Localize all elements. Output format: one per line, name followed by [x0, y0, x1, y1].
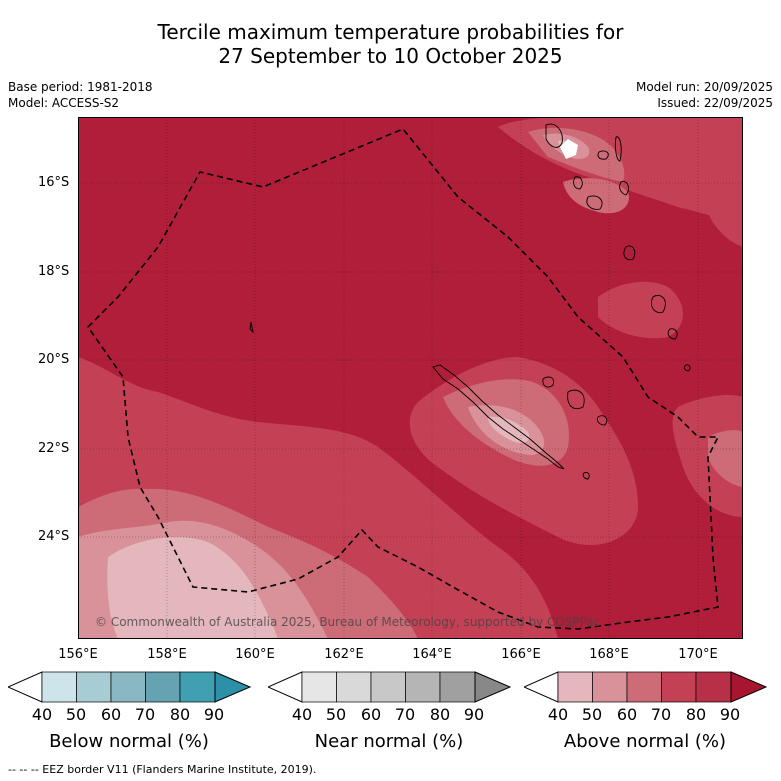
colorbar-below-tick: 90 [203, 705, 225, 724]
title-line-2: 27 September to 10 October 2025 [218, 44, 563, 68]
colorbar-above-segment [592, 671, 628, 703]
eez-footnote: -- -- -- EEZ border V11 (Flanders Marine… [8, 763, 317, 776]
loyalty-island-1 [542, 376, 555, 388]
tanna [623, 245, 636, 261]
colorbar-above-min [524, 671, 559, 703]
aneityum [667, 328, 678, 340]
vanuatu-island-4 [619, 180, 629, 196]
coastlines [249, 123, 691, 480]
colorbar-below-min [8, 671, 43, 703]
colorbar-above-segment [661, 671, 697, 703]
contour-80-vanuatu-south [598, 281, 683, 339]
contour-70-east [708, 430, 743, 487]
vanuatu-islands-east [614, 136, 622, 162]
colorbar-near-tick: 40 [291, 705, 313, 724]
colorbar-near-min [268, 671, 303, 703]
colorbar-above-tick: 60 [616, 705, 638, 724]
model-run: Model run: 20/09/2025 [635, 80, 773, 94]
base-period: Base period: 1981-2018 [8, 80, 153, 94]
colorbar-near-segment [301, 671, 337, 703]
colorbar-above-tick: 70 [650, 705, 672, 724]
lon-label-158e: 158°E [147, 647, 187, 662]
lat-label-20s: 20°S [38, 352, 70, 367]
colorbar-near-segment [439, 671, 476, 703]
lat-label-22s: 22°S [38, 441, 70, 456]
colorbar-above [524, 671, 768, 703]
colorbar-above-label: Above normal (%) [563, 731, 727, 752]
colorbar-near-max [474, 671, 512, 703]
espiritu-santo [545, 123, 563, 148]
colorbar-below [8, 671, 252, 703]
colorbar-near-segment [336, 671, 372, 703]
lon-label-162e: 162°E [324, 647, 364, 662]
issued-date: Issued: 22/09/2025 [657, 96, 773, 110]
colorbar-near-tick: 70 [394, 705, 416, 724]
lon-label-156e: 156°E [58, 647, 98, 662]
lon-label-168e: 168°E [589, 647, 629, 662]
new-caledonia-coast [432, 364, 565, 470]
colorbar-below-label: Below normal (%) [49, 731, 209, 752]
colorbar-above-segment [626, 671, 662, 703]
vanuatu-island-3 [597, 150, 609, 160]
colorbar-above-tick: 80 [685, 705, 707, 724]
colorbar-below-max [214, 671, 252, 703]
colorbar-near-label: Near normal (%) [314, 731, 464, 752]
colorbar-below-tick: 60 [100, 705, 122, 724]
lon-label-166e: 166°E [501, 647, 541, 662]
efate [586, 195, 603, 210]
loyalty-island-3 [596, 415, 608, 426]
colorbar-above-max [730, 671, 768, 703]
lat-label-16s: 16°S [38, 175, 70, 190]
eez-border [86, 128, 720, 630]
colorbar-below-tick: 40 [31, 705, 53, 724]
copyright-text: © Commonwealth of Australia 2025, Bureau… [95, 615, 600, 629]
colorbar-near-tick: 60 [360, 705, 382, 724]
matthew-island [683, 364, 691, 372]
erromango [651, 294, 666, 314]
contour-50-newcaledonia [488, 416, 530, 443]
contour-80-vanuatu-east [708, 189, 743, 247]
colorbar-near [268, 671, 512, 703]
isle-of-pines [582, 472, 590, 480]
lat-label-18s: 18°S [38, 264, 70, 279]
chesterfield-reef [249, 321, 254, 334]
colorbar-below-segment [179, 671, 216, 703]
colorbar-above-segment [695, 671, 732, 703]
malekula [573, 176, 583, 190]
colorbar-below-tick: 80 [169, 705, 191, 724]
colorbar-above-tick: 90 [719, 705, 741, 724]
colorbar-below-segment [41, 671, 77, 703]
lon-label-160e: 160°E [235, 647, 275, 662]
colorbar-below-segment [76, 671, 112, 703]
colorbar-below-tick: 50 [65, 705, 87, 724]
gridlines [78, 117, 743, 639]
colorbar-near-tick: 50 [325, 705, 347, 724]
lon-label-164e: 164°E [412, 647, 452, 662]
colorbar-above-segment [557, 671, 593, 703]
probability-map: © Commonwealth of Australia 2025, Bureau… [78, 117, 743, 639]
colorbar-above-tick: 50 [581, 705, 603, 724]
model-name: Model: ACCESS-S2 [8, 96, 120, 110]
colorbar-below-segment [145, 671, 181, 703]
colorbar-below-segment [110, 671, 146, 703]
title-line-1: Tercile maximum temperature probabilitie… [157, 20, 624, 44]
contour-50-southwest [107, 537, 278, 639]
colorbar-near-segment [370, 671, 406, 703]
colorbar-near-tick: 90 [463, 705, 485, 724]
lat-label-24s: 24°S [38, 529, 70, 544]
lon-label-170e: 170°E [678, 647, 718, 662]
colorbar-near-segment [405, 671, 441, 703]
colorbar-above-tick: 40 [547, 705, 569, 724]
white-area-vanuatu [560, 139, 578, 159]
colorbar-below-tick: 70 [134, 705, 156, 724]
loyalty-island-2 [567, 389, 585, 410]
colorbar-near-tick: 80 [429, 705, 451, 724]
